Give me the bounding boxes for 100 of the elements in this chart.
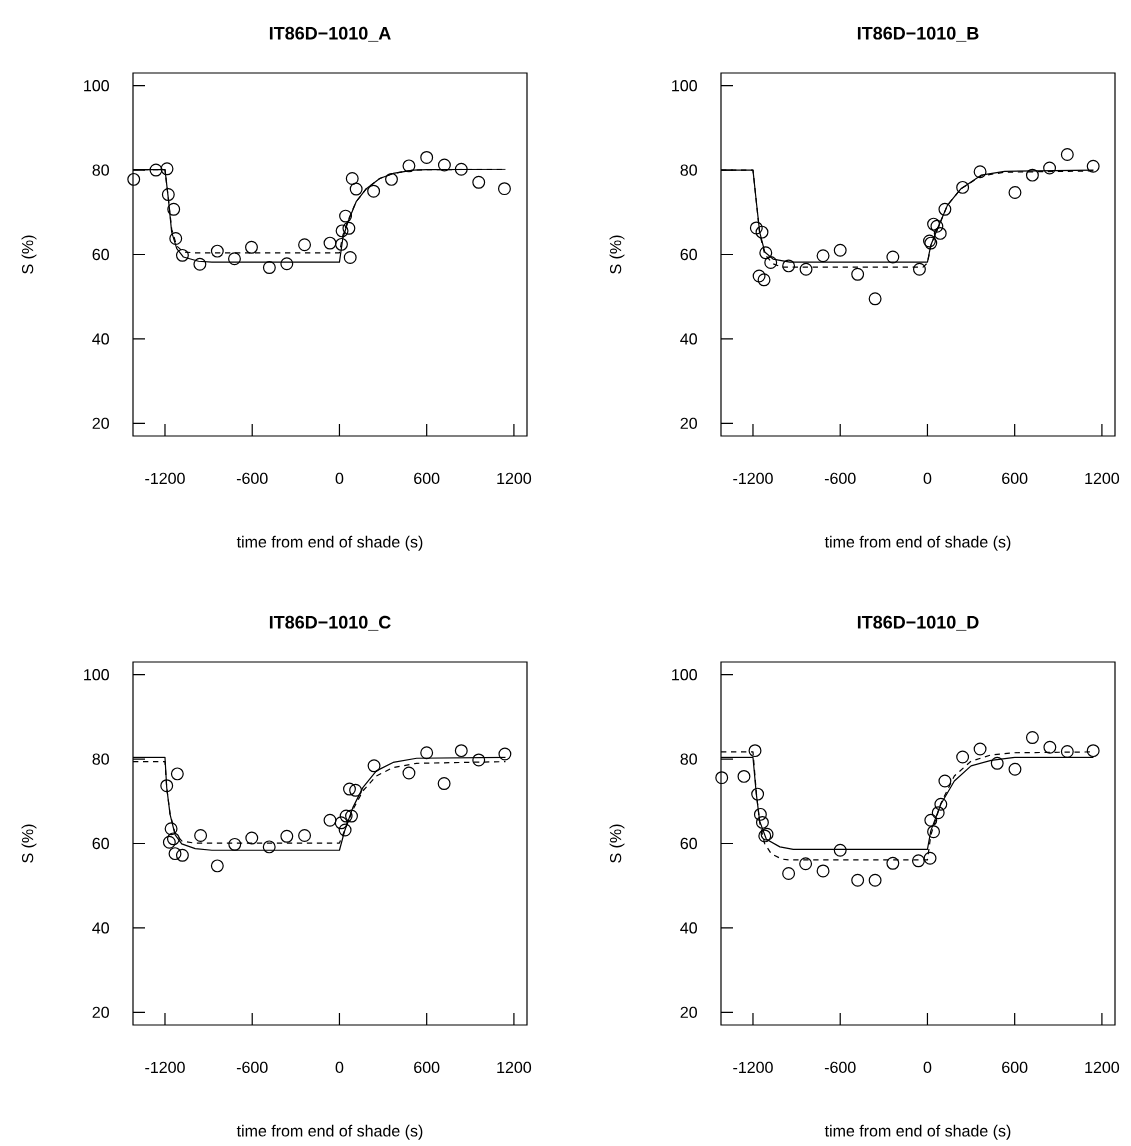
point — [1025, 731, 1039, 745]
y-tick-label: 80 — [92, 164, 109, 176]
point — [851, 267, 865, 281]
point — [164, 822, 178, 836]
point — [851, 873, 865, 887]
chart-title: IT86D−1010_B — [857, 26, 979, 42]
point — [990, 756, 1004, 770]
point — [923, 851, 937, 865]
point — [175, 248, 189, 262]
point — [816, 864, 830, 878]
point — [342, 221, 356, 235]
point — [498, 747, 512, 761]
point — [454, 744, 468, 758]
point — [298, 829, 312, 842]
point — [367, 759, 381, 773]
point — [402, 766, 416, 780]
x-tick-label: -1200 — [145, 472, 185, 485]
point — [160, 162, 174, 176]
point — [323, 813, 337, 827]
point — [886, 856, 900, 870]
point — [868, 292, 882, 306]
point — [280, 829, 294, 843]
y-axis-title: S (%) — [609, 235, 625, 274]
x-tick-label: -600 — [236, 472, 268, 485]
x-tick-label: 600 — [414, 472, 440, 485]
point — [149, 163, 163, 177]
point — [1086, 744, 1100, 758]
point — [973, 165, 987, 179]
point — [927, 825, 941, 839]
x-axis-title: time from end of shade (s) — [236, 535, 423, 551]
y-tick-label: 20 — [680, 1006, 697, 1018]
point — [402, 159, 416, 173]
point — [749, 221, 763, 235]
point — [782, 259, 796, 273]
point — [262, 840, 276, 854]
x-axis-title: time from end of shade (s) — [236, 1124, 423, 1140]
y-axis-title: S (%) — [21, 824, 37, 863]
point — [343, 782, 356, 796]
x-tick-label: -1200 — [733, 472, 773, 485]
point — [759, 246, 773, 260]
point — [335, 237, 348, 251]
y-tick-label: 100 — [672, 669, 697, 681]
point — [1008, 185, 1022, 199]
point — [1043, 161, 1057, 175]
x-tick-label: 1200 — [497, 1061, 532, 1074]
point — [911, 854, 925, 868]
point — [193, 257, 207, 271]
y-tick-label: 60 — [680, 837, 697, 850]
chart-title: IT86D−1010_C — [269, 615, 391, 631]
x-tick-label: 1200 — [1085, 1061, 1120, 1074]
point — [764, 256, 778, 269]
x-tick-label: 0 — [923, 472, 932, 485]
point — [420, 746, 434, 760]
point — [334, 816, 348, 830]
point — [868, 873, 882, 887]
point — [1025, 168, 1039, 182]
point — [262, 261, 276, 275]
point — [228, 837, 242, 851]
point — [938, 202, 952, 216]
point — [715, 771, 729, 785]
x-axis-title: time from end of shade (s) — [824, 1124, 1011, 1140]
point — [753, 807, 767, 821]
point — [323, 236, 337, 250]
point — [973, 742, 987, 756]
point — [170, 767, 184, 781]
point — [933, 226, 947, 240]
x-tick-label: 600 — [1002, 1061, 1028, 1074]
point — [168, 847, 182, 861]
y-axis-title: S (%) — [609, 824, 625, 863]
point — [752, 269, 766, 283]
point — [833, 243, 847, 257]
point — [162, 835, 176, 849]
y-tick-label: 60 — [92, 837, 109, 850]
y-tick-label: 20 — [680, 417, 697, 429]
x-tick-label: 1200 — [1085, 472, 1120, 485]
point — [816, 249, 830, 263]
x-tick-label: -600 — [824, 472, 856, 485]
y-tick-label: 60 — [680, 248, 697, 261]
x-tick-label: 600 — [1002, 472, 1028, 485]
point — [161, 188, 175, 202]
point — [748, 744, 762, 758]
point — [160, 779, 174, 793]
point — [437, 777, 451, 791]
point — [1043, 740, 1057, 754]
point — [245, 831, 259, 845]
y-tick-label: 80 — [92, 753, 109, 765]
point — [349, 783, 363, 797]
point — [799, 857, 813, 871]
y-tick-label: 20 — [92, 417, 109, 429]
point — [343, 250, 357, 264]
point — [420, 150, 434, 164]
point — [345, 172, 359, 185]
point — [298, 238, 312, 252]
point — [127, 172, 141, 186]
y-tick-label: 40 — [92, 922, 109, 934]
point — [210, 859, 224, 873]
point — [1086, 159, 1100, 173]
point — [335, 224, 349, 238]
point — [339, 209, 353, 223]
point — [175, 848, 189, 862]
